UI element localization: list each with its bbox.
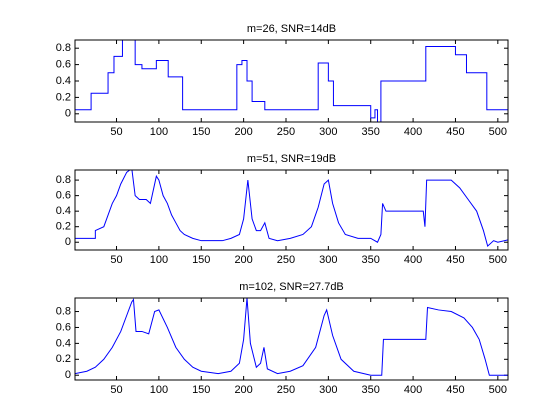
x-tick-label: 250 — [277, 254, 295, 266]
y-tick-label: 0.6 — [56, 59, 71, 71]
y-tick-label: 0.6 — [56, 190, 71, 202]
y-tick-label: 0.8 — [56, 42, 71, 54]
subplot-title: m=102, SNR=27.7dB — [239, 281, 344, 293]
axes-frame — [74, 297, 509, 381]
data-line — [75, 40, 508, 122]
y-tick-label: 0 — [65, 108, 71, 120]
x-tick-label: 450 — [446, 384, 464, 396]
y-tick-label: 0.2 — [56, 91, 71, 103]
x-tick-label: 500 — [489, 126, 507, 138]
y-tick-label: 0 — [65, 236, 71, 248]
data-line — [75, 170, 508, 248]
x-tick-label: 250 — [277, 126, 295, 138]
axes-background — [75, 298, 508, 380]
x-tick-label: 150 — [192, 254, 210, 266]
x-tick-label: 50 — [110, 384, 122, 396]
x-tick-label: 400 — [404, 126, 422, 138]
x-tick-label: 200 — [234, 126, 252, 138]
x-tick-label: 50 — [110, 126, 122, 138]
x-tick-label: 350 — [362, 126, 380, 138]
subplot: m=51, SNR=19dB 50 100 150 200 250 300 350 400 450… — [56, 153, 509, 266]
x-tick-label: 400 — [404, 254, 422, 266]
x-tick-label: 350 — [362, 254, 380, 266]
plot-area — [75, 298, 508, 376]
data-line — [75, 298, 508, 376]
x-tick-label: 150 — [192, 384, 210, 396]
subplot-title: m=26, SNR=14dB — [247, 23, 336, 35]
y-tick-label: 0.4 — [56, 75, 71, 87]
y-tick-label: 0.2 — [56, 221, 71, 233]
axes-frame — [74, 39, 509, 123]
x-tick-label: 250 — [277, 384, 295, 396]
y-tick-label: 0.6 — [56, 321, 71, 333]
subplot: m=26, SNR=14dB 50 100 150 200 250 300 350 400 450… — [56, 23, 509, 138]
y-tick-label: 0.8 — [56, 174, 71, 186]
x-tick-label: 50 — [110, 254, 122, 266]
axes-background — [75, 170, 508, 250]
x-tick-label: 500 — [489, 384, 507, 396]
axes-background — [75, 40, 508, 122]
subplot-title: m=51, SNR=19dB — [247, 153, 336, 165]
x-tick-label: 100 — [150, 384, 168, 396]
y-tick-label: 0.2 — [56, 353, 71, 365]
x-tick-label: 150 — [192, 126, 210, 138]
axes-frame — [74, 169, 509, 251]
x-tick-label: 300 — [319, 126, 337, 138]
x-tick-label: 400 — [404, 384, 422, 396]
x-tick-label: 450 — [446, 126, 464, 138]
x-tick-label: 350 — [362, 384, 380, 396]
x-tick-label: 100 — [150, 254, 168, 266]
y-tick-label: 0.4 — [56, 337, 71, 349]
plot-area — [75, 170, 508, 248]
subplot: m=102, SNR=27.7dB 50 100 150 200 250 300 350 400… — [56, 281, 509, 396]
x-tick-label: 100 — [150, 126, 168, 138]
x-tick-label: 300 — [319, 254, 337, 266]
plot-area — [75, 40, 508, 122]
y-tick-label: 0.8 — [56, 305, 71, 317]
x-tick-label: 300 — [319, 384, 337, 396]
x-tick-label: 200 — [234, 384, 252, 396]
y-tick-label: 0.4 — [56, 205, 71, 217]
x-tick-label: 200 — [234, 254, 252, 266]
x-tick-label: 500 — [489, 254, 507, 266]
y-tick-label: 0 — [65, 369, 71, 381]
x-tick-label: 450 — [446, 254, 464, 266]
